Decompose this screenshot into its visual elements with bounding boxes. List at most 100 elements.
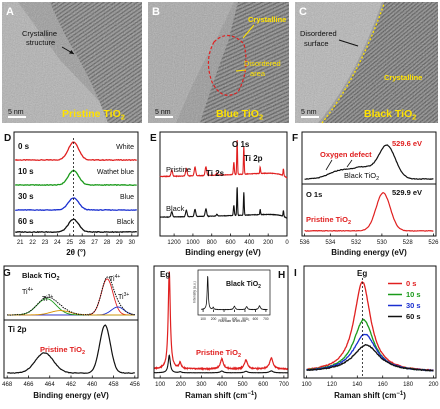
tem-panel-c: C Disordered surface Crystalline 5 nm Bl… [295,2,438,124]
tem-b-disordered-arrow [235,69,247,72]
panel-e-tick-label-5: 200 [263,240,274,246]
panel-i-curve-0 [306,281,434,372]
panel-f-curve-black [304,144,434,180]
panel-f-curve-pristine [304,192,434,232]
panel-h-inset-ylabel: Intensity (a.u.) [193,281,197,302]
tem-b-noise [148,2,289,123]
tem-c-noise [295,2,438,123]
panel-f-tick-label-5: 526 [428,240,439,246]
panel-i-legend: 0 s 10 s 30 s 60 s [388,279,421,321]
tem-a-scale-label: 5 nm [8,109,24,116]
panel-e-tick-label-2: 800 [207,240,218,246]
panel-g-letter: G [3,268,11,279]
panel-d-tick-label-9: 30 [128,240,135,246]
tem-b-disordered-line2: area [250,69,266,78]
panel-d-name-2: Blue [120,194,134,201]
tem-b-crystalline-label: Crystalline [248,15,286,24]
tem-panel-b: B Crystalline Disordered area 5 nm Blue … [148,2,289,123]
tem-a-letter: A [6,6,14,18]
tem-b-disordered-outline [207,34,247,96]
tem-b-sample-label: Blue TiO2 [216,108,263,122]
panel-f-ticks: 536 534 532 530 528 526 [300,233,439,246]
tem-c-crystalline-label: Crystalline [384,73,422,82]
panel-e-ti2s-label: Ti 2s [206,169,225,178]
tem-c-boundary-line [321,3,385,124]
panel-d-name-1: Wathet blue [97,169,134,176]
panel-g-tick-label-0: 468 [2,382,13,388]
panel-d-curve-1 [14,169,137,187]
panel-h-inset-tick-label-5: 600 [253,317,259,321]
panel-d-frame [13,131,139,237]
tem-b-scale-label: 5 nm [155,109,171,116]
panel-i-curve-1 [306,318,434,372]
tem-panel-a: A Crystalline structure 5 nm Pristine Ti… [2,2,142,123]
panel-i-tick-label-1: 120 [327,382,338,388]
panel-g-curve-pristine [7,324,135,374]
tem-a-annotation-line2: structure [26,38,55,47]
panel-e-tick-label-6: 0 [285,240,289,246]
panel-i-tick-label-5: 200 [428,382,439,388]
panel-f-defect-arrow-1 [325,159,333,171]
panel-d-curve-0 [14,141,137,162]
panel-i-tick-label-3: 160 [378,382,389,388]
panel-e-frame [159,131,288,237]
panel-e-tick-label-1: 1000 [186,240,200,246]
panel-e-ti2p-label: Ti 2p [244,154,263,163]
panel-g-tick-label-4: 460 [87,382,98,388]
panel-g-curve-black-envelope [6,276,135,316]
panel-g-ti4-left: Ti4+ [22,287,33,296]
panel-d-tick-label-6: 27 [91,240,98,246]
panel-d-tick-label-7: 28 [104,240,111,246]
panel-d-tick-label-1: 22 [29,240,36,246]
panel-d-ticks: 21 22 23 24 25 26 27 28 29 30 [17,233,136,246]
panel-d-name-0: White [116,144,134,151]
panel-h-inset-xlabel: Raman shift.cm−1 [218,318,250,324]
panel-f-tick-label-1: 534 [325,240,336,246]
panel-d-time-1: 10 s [18,167,34,176]
panel-g-ticks: 468 466 464 462 460 458 456 [2,375,141,388]
panel-h-letter: H [278,270,285,281]
panel-e-black-label: Black [166,204,185,213]
panel-e-o1s-label: O 1s [232,140,250,149]
panel-i-xlabel: Raman shift (cm−1) [334,391,406,400]
panel-f-pristine-label: Pristine TiO2 [306,215,351,226]
panel-h-frame [153,265,289,379]
panel-f-tick-label-3: 530 [377,240,388,246]
panel-f-peak-pristine: 529.9 eV [392,188,422,197]
panel-d-time-2: 30 s [18,192,34,201]
panel-d-curve-3 [15,218,137,234]
panel-i: I 100 120 140 160 180 200 Eg 0 s10 s30 s60 s … [294,265,439,400]
panel-f: F 536 534 532 530 528 526 529.6 eV Oxygen def… [292,131,439,257]
panel-f-peak-black: 529.6 eV [392,139,422,148]
panel-d-tick-label-8: 29 [116,240,123,246]
panel-g-tick-label-5: 458 [109,382,120,388]
tem-c-disordered-line1: Disordered [300,29,337,38]
panel-i-tick-label-4: 180 [403,382,414,388]
panel-i-letter: I [294,268,297,279]
panel-f-o1s-label: O 1s [306,190,322,199]
panel-h-xlabel: Raman shift (cm−1) [185,391,257,400]
tem-c-scale-label: 5 nm [301,109,317,116]
panel-h-inset-content: 100 200 300 400 500 600 700 [200,276,269,321]
panel-i-curve-3 [306,343,434,372]
panel-h-curve-pristine [154,271,288,372]
panel-e-letter: E [150,133,157,144]
panel-i-curves [306,281,434,372]
panel-i-legend-label-1: 10 s [406,290,421,299]
tem-a-sample-label: Pristine TiO2 [62,108,125,122]
panel-f-tick-label-4: 528 [403,240,414,246]
tem-c-disordered-arrow [338,39,359,47]
panel-h-tick-label-4: 500 [238,382,249,388]
panel-g-tick-label-6: 456 [130,382,141,388]
panel-h-inset-tick-label-2: 300 [221,317,227,321]
panel-f-black-label: Black TiO2 [344,171,379,182]
panel-g-tick-label-1: 466 [23,382,34,388]
panel-e-ticks: 1200 1000 800 600 400 200 0 [167,233,289,246]
panel-e-curve-pristine [159,140,288,179]
panel-d-curve-2 [15,197,137,212]
panel-h-inset: 100 200 300 400 500 600 700 Black TiO2 Intensi… [193,269,271,324]
panel-g-frame [3,265,139,379]
panel-h-inset-tick-label-3: 400 [232,317,238,321]
panel-d-time-3: 60 s [18,217,34,226]
